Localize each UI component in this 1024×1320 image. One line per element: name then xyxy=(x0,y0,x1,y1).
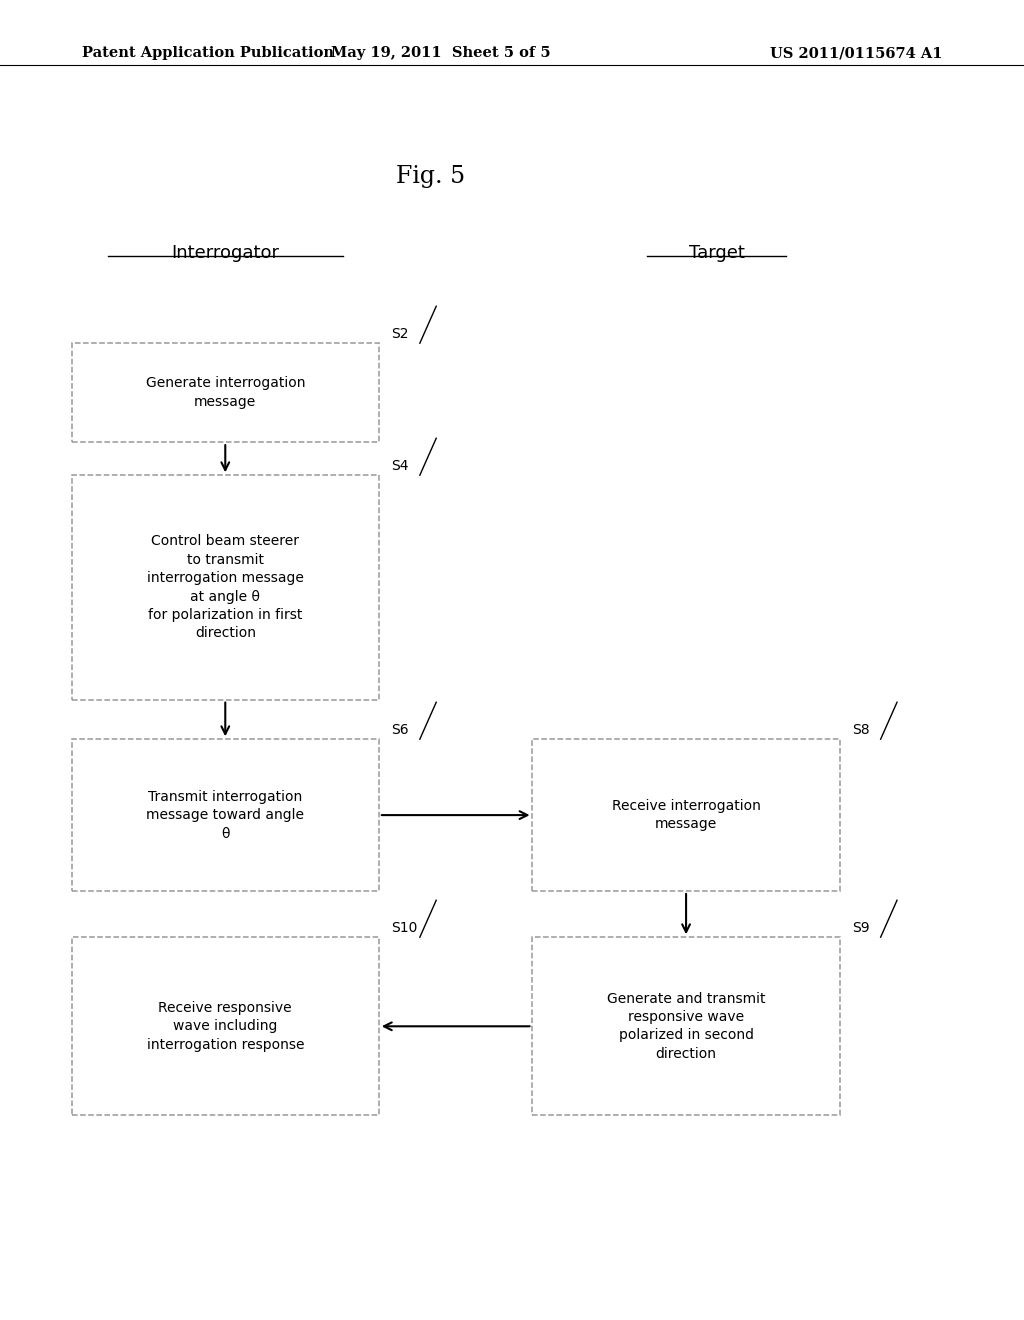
Text: S4: S4 xyxy=(391,458,409,473)
Text: Generate and transmit
responsive wave
polarized in second
direction: Generate and transmit responsive wave po… xyxy=(607,991,765,1061)
Text: Patent Application Publication: Patent Application Publication xyxy=(82,46,334,61)
Text: S8: S8 xyxy=(852,722,869,737)
Text: S10: S10 xyxy=(391,920,418,935)
Text: Interrogator: Interrogator xyxy=(171,244,280,263)
FancyBboxPatch shape xyxy=(532,937,840,1115)
Text: Receive interrogation
message: Receive interrogation message xyxy=(611,799,761,832)
Text: Target: Target xyxy=(689,244,744,263)
Text: S9: S9 xyxy=(852,920,869,935)
Text: Receive responsive
wave including
interrogation response: Receive responsive wave including interr… xyxy=(146,1001,304,1052)
Text: Fig. 5: Fig. 5 xyxy=(395,165,465,187)
Text: Control beam steerer
to transmit
interrogation message
at angle θ
for polarizati: Control beam steerer to transmit interro… xyxy=(146,535,304,640)
Text: Generate interrogation
message: Generate interrogation message xyxy=(145,376,305,409)
FancyBboxPatch shape xyxy=(532,739,840,891)
Text: S2: S2 xyxy=(391,326,409,341)
FancyBboxPatch shape xyxy=(72,937,379,1115)
FancyBboxPatch shape xyxy=(72,343,379,442)
FancyBboxPatch shape xyxy=(72,475,379,700)
Text: S6: S6 xyxy=(391,722,409,737)
Text: US 2011/0115674 A1: US 2011/0115674 A1 xyxy=(770,46,942,61)
Text: Transmit interrogation
message toward angle
θ: Transmit interrogation message toward an… xyxy=(146,789,304,841)
Text: May 19, 2011  Sheet 5 of 5: May 19, 2011 Sheet 5 of 5 xyxy=(331,46,550,61)
FancyBboxPatch shape xyxy=(72,739,379,891)
